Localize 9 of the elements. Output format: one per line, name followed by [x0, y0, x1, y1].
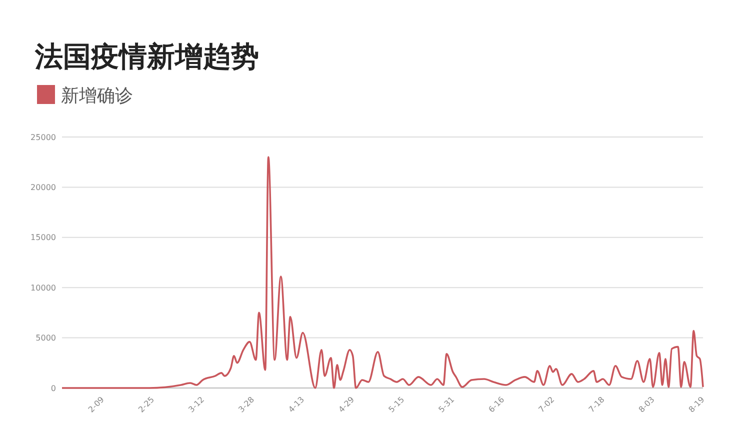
y-tick-label: 20000 — [30, 183, 56, 192]
y-tick-label: 5000 — [36, 334, 56, 343]
y-tick-label: 10000 — [30, 283, 56, 292]
y-tick-label: 25000 — [30, 132, 56, 142]
legend-label: 新增确诊 — [61, 85, 133, 106]
line-series — [61, 156, 704, 389]
y-tick-label: 15000 — [30, 233, 56, 242]
y-tick-label: 0 — [50, 384, 56, 393]
chart-title: 法国疫情新增趋势 — [34, 40, 259, 73]
